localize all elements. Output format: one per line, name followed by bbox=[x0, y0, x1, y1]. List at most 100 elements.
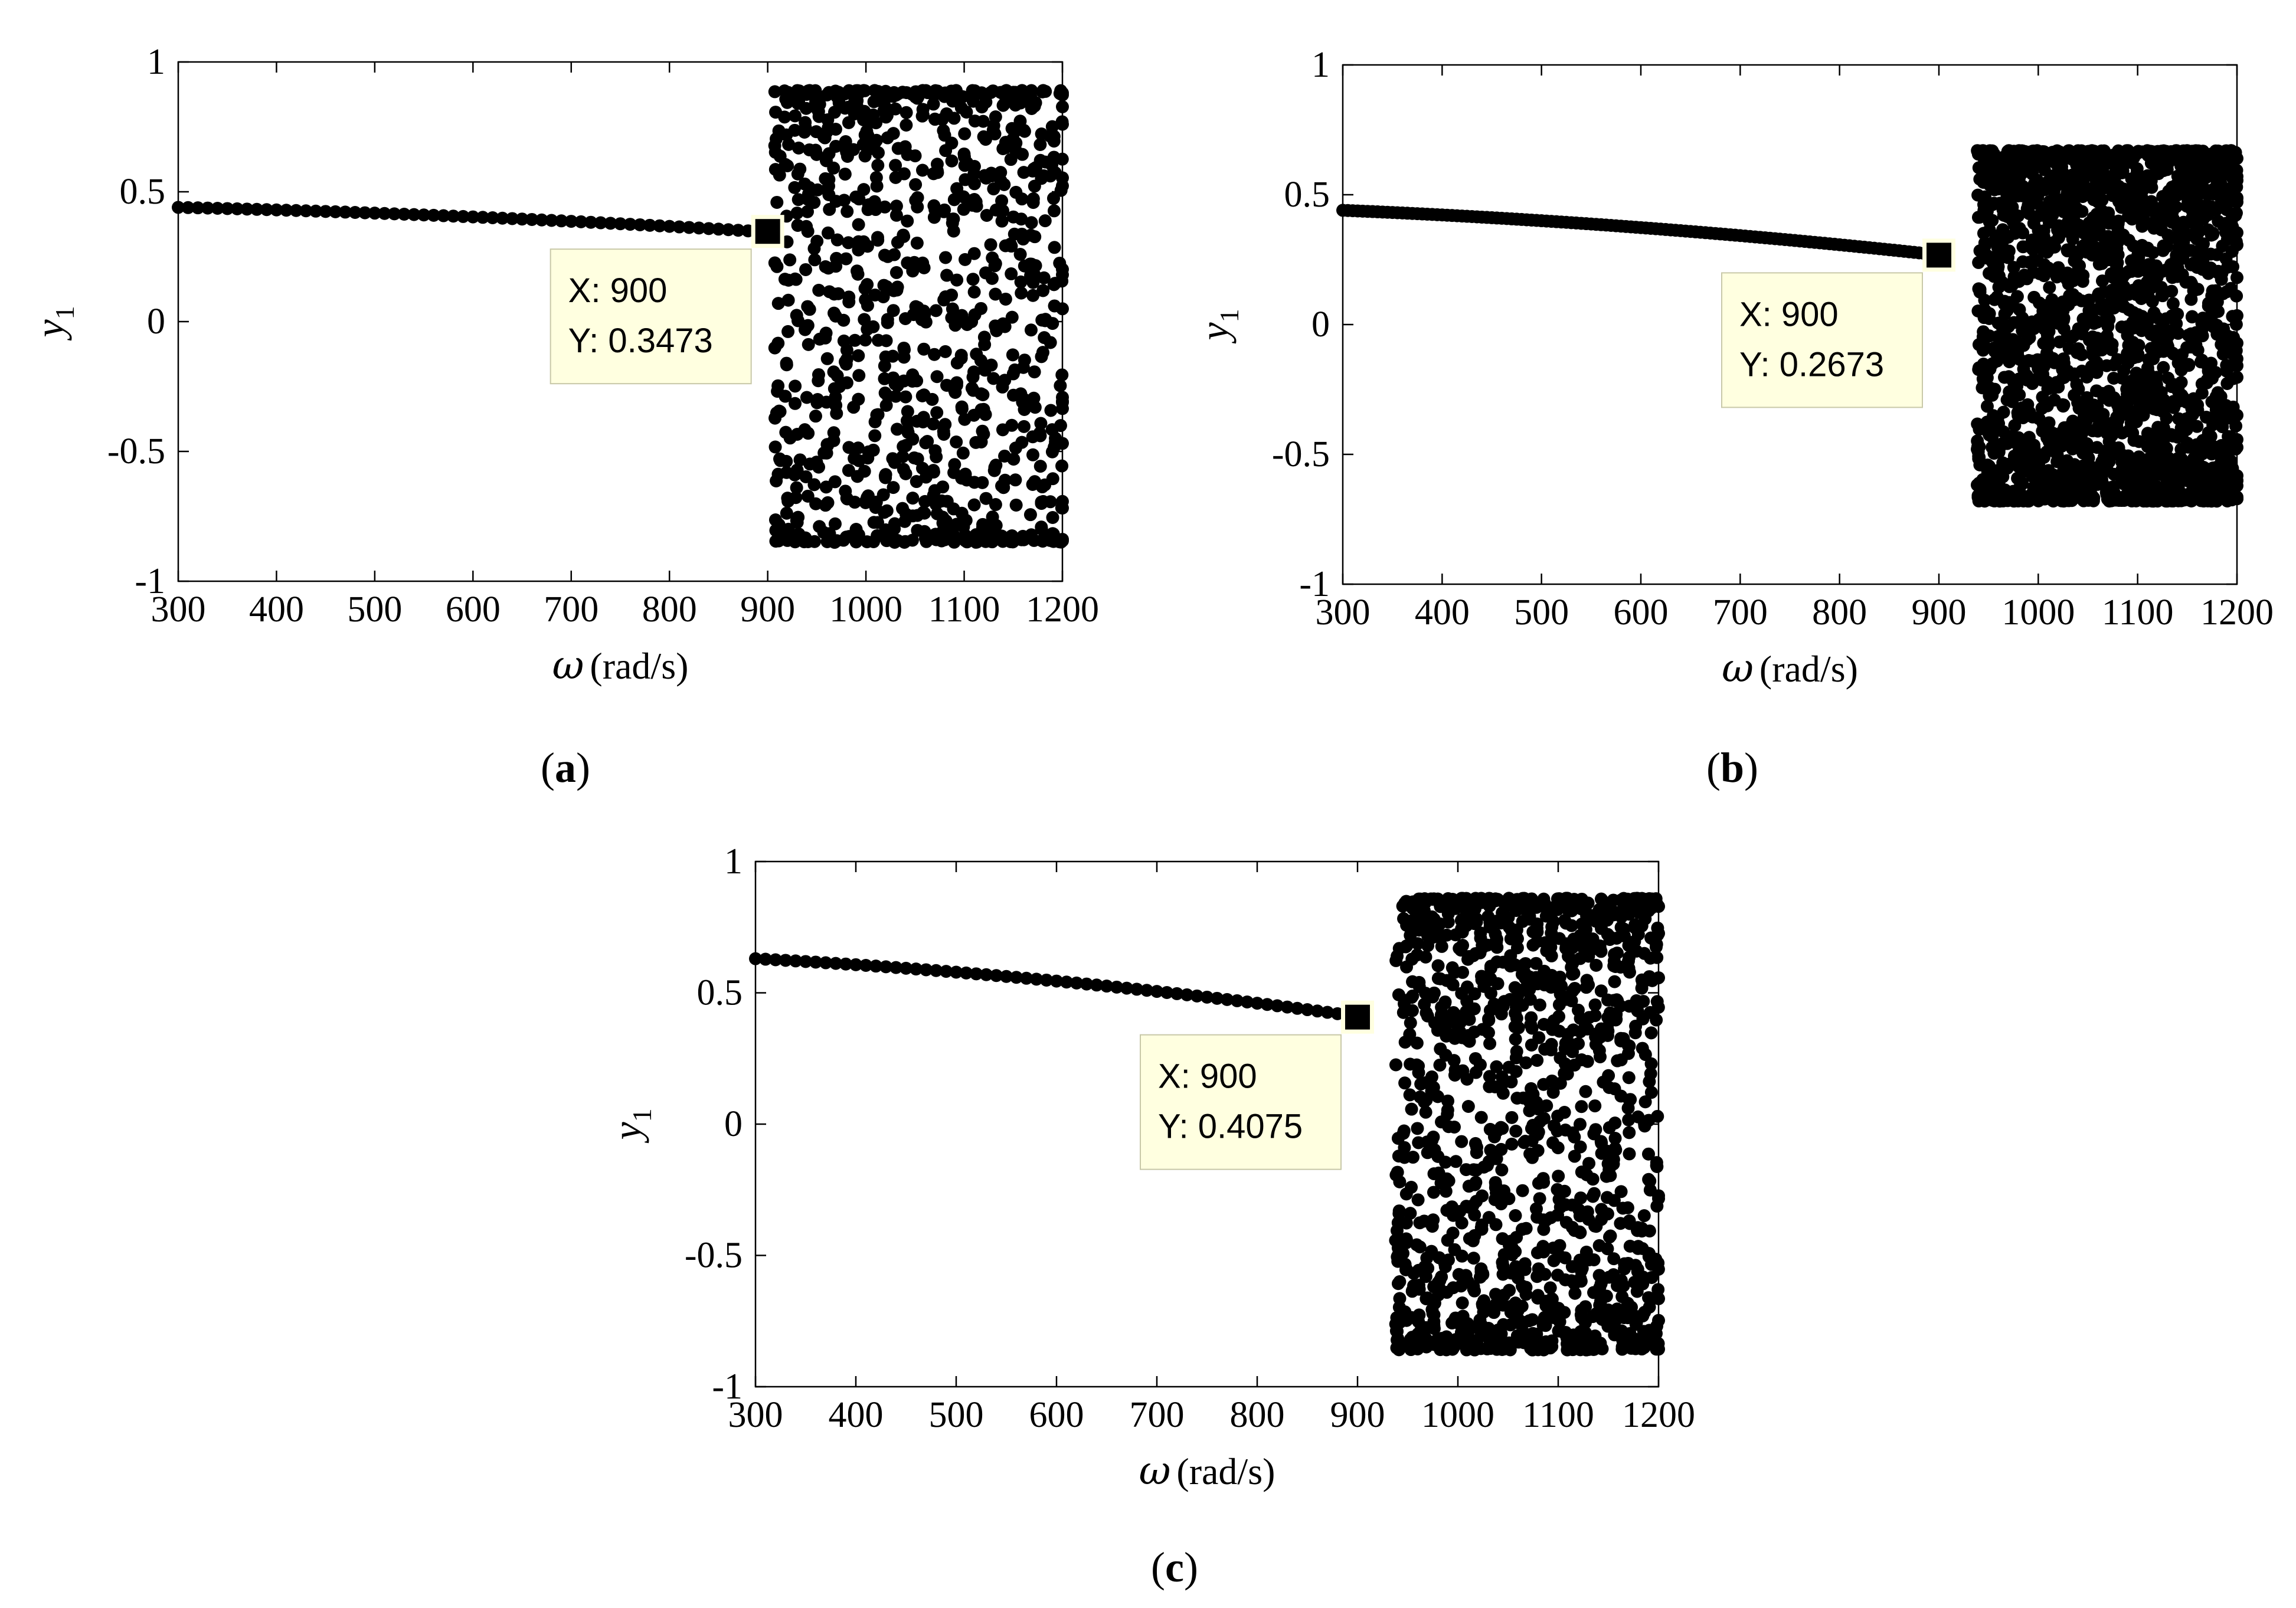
data-point bbox=[1403, 1088, 1417, 1102]
data-point bbox=[2010, 290, 2024, 303]
data-point bbox=[1110, 980, 1123, 994]
data-point bbox=[1311, 1004, 1324, 1018]
data-point bbox=[985, 166, 998, 180]
data-point bbox=[1056, 263, 1069, 276]
data-point bbox=[868, 84, 881, 97]
data-point bbox=[911, 191, 924, 204]
data-point bbox=[1389, 1058, 1402, 1072]
y-axis-subscript: 1 bbox=[627, 1108, 657, 1122]
data-point bbox=[1044, 495, 1057, 509]
y-tick-label: 1 bbox=[724, 841, 743, 882]
data-point bbox=[1635, 919, 1649, 933]
data-point bbox=[1516, 1184, 1529, 1197]
x-tick-label: 300 bbox=[728, 1395, 783, 1435]
data-point bbox=[1509, 1245, 1522, 1258]
data-point bbox=[896, 450, 910, 463]
data-point bbox=[947, 112, 961, 125]
data-point bbox=[967, 247, 981, 260]
data-point bbox=[1403, 1027, 1417, 1041]
data-point bbox=[280, 204, 293, 217]
data-point bbox=[793, 453, 807, 467]
datatip-box[interactable] bbox=[1140, 1034, 1342, 1170]
data-point bbox=[921, 434, 934, 448]
data-point bbox=[1494, 1142, 1508, 1156]
data-point bbox=[995, 194, 1009, 208]
data-point bbox=[1588, 998, 1602, 1011]
data-point bbox=[574, 215, 588, 228]
data-point bbox=[839, 957, 852, 971]
data-point bbox=[827, 426, 840, 440]
data-point bbox=[2055, 160, 2068, 173]
datatip-marker[interactable] bbox=[1927, 243, 1951, 268]
data-point bbox=[799, 263, 813, 276]
data-point bbox=[803, 303, 816, 316]
data-point bbox=[2169, 200, 2183, 214]
data-point bbox=[842, 441, 856, 454]
data-point bbox=[1050, 974, 1063, 988]
data-point bbox=[788, 109, 802, 123]
data-point bbox=[749, 952, 762, 965]
datatip-x-label: X: 900 bbox=[1158, 1057, 1257, 1096]
data-point bbox=[1644, 1026, 1658, 1040]
x-tick-label: 900 bbox=[1330, 1395, 1385, 1435]
data-point bbox=[828, 106, 842, 119]
data-point bbox=[1649, 940, 1663, 954]
data-point bbox=[1638, 1048, 1652, 1062]
data-point bbox=[1035, 480, 1049, 494]
data-point bbox=[2008, 419, 2022, 433]
data-point bbox=[995, 214, 1009, 228]
data-point bbox=[1468, 987, 1481, 1001]
data-point bbox=[1568, 1149, 1581, 1163]
data-point bbox=[1624, 1093, 1637, 1106]
data-point bbox=[1553, 970, 1566, 984]
data-point bbox=[990, 969, 1003, 983]
data-point bbox=[1650, 995, 1664, 1008]
data-point bbox=[974, 302, 988, 315]
data-point bbox=[1412, 1066, 1425, 1079]
data-point bbox=[807, 242, 821, 256]
data-point bbox=[829, 123, 842, 136]
data-point bbox=[989, 287, 1002, 301]
data-point bbox=[712, 222, 725, 236]
data-point bbox=[1291, 1001, 1304, 1015]
x-tick-label: 900 bbox=[1912, 592, 1967, 633]
data-point bbox=[1056, 437, 1069, 450]
data-point bbox=[876, 290, 890, 304]
data-point bbox=[1607, 1252, 1621, 1266]
datatip-box[interactable] bbox=[1721, 272, 1923, 408]
x-tick-label: 400 bbox=[1415, 592, 1470, 633]
data-point bbox=[867, 535, 881, 548]
data-point bbox=[891, 423, 904, 436]
datatip-marker[interactable] bbox=[1345, 1004, 1370, 1030]
data-point bbox=[2050, 263, 2064, 276]
data-point bbox=[905, 533, 919, 547]
x-tick-label: 500 bbox=[347, 590, 402, 630]
data-point bbox=[2146, 245, 2160, 259]
data-point bbox=[1231, 994, 1244, 1007]
datatip-marker[interactable] bbox=[755, 219, 780, 244]
data-point bbox=[1638, 1095, 1652, 1109]
data-point bbox=[1650, 1159, 1663, 1173]
data-point bbox=[1579, 1085, 1592, 1098]
data-point bbox=[2165, 284, 2179, 298]
data-point bbox=[812, 283, 826, 297]
data-point bbox=[1558, 1306, 1571, 1319]
data-point bbox=[947, 224, 960, 238]
data-point bbox=[837, 334, 851, 348]
datatip-box[interactable] bbox=[550, 248, 752, 385]
data-point bbox=[1532, 1031, 1546, 1044]
data-point bbox=[1321, 1006, 1334, 1019]
data-point bbox=[1009, 473, 1022, 487]
data-point bbox=[2145, 280, 2159, 294]
data-point bbox=[1978, 293, 1991, 307]
data-point bbox=[1628, 935, 1641, 948]
data-point bbox=[1544, 1043, 1558, 1057]
data-point bbox=[851, 267, 865, 281]
data-point bbox=[2065, 331, 2078, 345]
data-point bbox=[1530, 922, 1544, 935]
data-point bbox=[870, 133, 884, 147]
data-point bbox=[1650, 1327, 1663, 1340]
data-point bbox=[1489, 928, 1502, 941]
data-point bbox=[329, 205, 342, 218]
data-point bbox=[1988, 382, 2001, 396]
